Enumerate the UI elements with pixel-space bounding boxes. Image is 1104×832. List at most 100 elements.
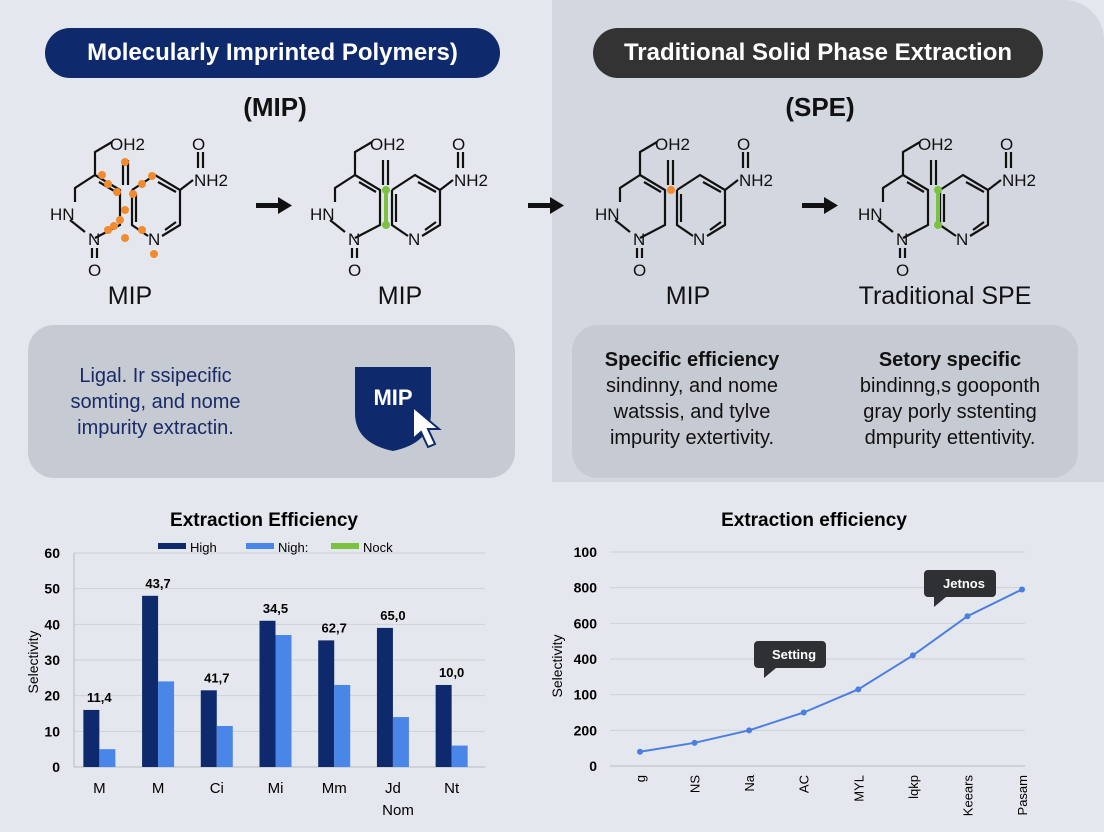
spe-header: Traditional Solid Phase Extraction [593,28,1043,78]
arrow-right-icon [802,197,838,214]
legend-swatch [158,543,186,549]
data-point [1019,586,1025,593]
data-label: 65,0 [380,608,405,623]
oxygen-label: O [737,135,750,154]
bar-high [376,627,393,767]
oh-label: OH2 [370,135,405,154]
oxygen-label: O [88,261,101,280]
bar-high [259,620,276,767]
y-tick-label: 100 [574,544,598,560]
x-tick-label: Keears [960,775,975,817]
molecule-label: MIP [107,282,153,310]
y-tick-label: 0 [52,759,60,775]
line-chart: Extraction efficiency Selectivity 0 200 10… [549,510,1030,816]
y-tick-label: 800 [574,580,598,596]
annotation-bubble [754,641,826,678]
x-tick-label: g [633,775,648,782]
nitrogen-label: N [896,230,908,249]
x-tick-label: Mm [322,780,347,797]
x-tick-label: Na [742,774,757,791]
data-label: 62,7 [322,620,347,635]
nitrogen-label: N [348,230,360,249]
oh-label: OH2 [918,135,953,154]
mip-card-text: Ligal. Ir ssipecific somting, and nome i… [48,363,263,441]
annotation-label: Setting [772,647,816,662]
nitrogen-label: N [88,230,100,249]
bar-high [83,709,100,767]
oh-label: OH2 [655,135,690,154]
nitrogen-label: N [633,230,645,249]
bar-nigh [99,749,116,767]
oh-label: OH2 [110,135,145,154]
oxygen-label: O [192,135,205,154]
y-tick-label: 20 [44,688,60,704]
y-tick-label: 60 [44,545,60,561]
legend-label: High [190,540,217,555]
mip-info-card: Ligal. Ir ssipecific somting, and nome i… [28,325,515,478]
y-tick-label: 40 [44,616,60,632]
nitrogen-label: N [956,230,968,249]
hn-label: HN [858,205,883,224]
card-line: dmpurity ettentivity. [864,427,1036,449]
arrow-icons [256,197,838,214]
x-tick-label: AC [797,775,812,793]
x-tick-label: MYL [851,775,866,802]
x-tick-label: Jd [385,780,401,797]
series-line [639,588,1023,753]
oxygen-label: O [1000,135,1013,154]
nh2-label: NH2 [1002,171,1036,190]
mip-badge-label: MIP [373,385,412,410]
spe-card-col1: Specific efficiency sindinny, and nome w… [582,347,802,451]
mip-abbr: (MIP) [243,92,307,122]
x-tick-label: M [93,780,106,797]
y-tick-label: 0 [589,758,597,774]
data-label: 43,7 [145,576,170,591]
card-line: bindinng,s gooponth [859,375,1041,397]
arrow-right-icon [528,197,564,214]
legend-label: Nigh: [278,540,308,555]
mip-badge-icon[interactable]: MIP [353,363,463,453]
data-point [746,727,753,734]
annotation-label: Jetnos [943,576,985,591]
x-tick-label: Ci [210,780,224,797]
nh2-label: NH2 [194,171,228,190]
oxygen-label: O [348,261,361,280]
x-tick-label: Pasam [1015,775,1030,815]
nitrogen-label: N [408,230,420,249]
molecule-label: MIP [377,282,423,310]
oxygen-label: O [896,261,909,280]
legend-label: Nock [363,540,393,555]
bar-nigh [158,681,175,767]
x-tick-label: NS [688,775,703,793]
hn-label: HN [310,205,335,224]
card-line: gray porly sstenting [863,401,1037,423]
y-tick-label: 30 [44,652,60,668]
hn-label: HN [50,205,75,224]
hn-label: HN [595,205,620,224]
y-tick-label: 10 [44,723,60,739]
imprint-sites [98,158,158,258]
y-tick-label: 600 [574,615,598,631]
bar-high [142,595,159,767]
molecule-label: MIP [665,282,711,310]
bar-y-label: Selectivity [25,630,41,693]
card-line: sindinny, and nome [606,375,778,397]
line-y-label: Selectivity [549,634,565,697]
legend-swatch [331,543,359,549]
arrow-right-icon [256,197,292,214]
data-label: 11,4 [87,690,112,705]
card-line: somting, and nome [70,391,241,413]
x-tick-label: Mi [268,780,284,797]
card-line: watssis, and tylve [613,401,771,423]
bar-nigh [334,684,351,767]
bar-high [435,684,452,767]
bar-high [200,690,217,767]
card-title: Specific efficiency [604,349,780,371]
bar-chart: Extraction Efficiency Selectivity Nom 0 1… [25,510,485,819]
oxygen-label: O [633,261,646,280]
data-point [855,686,862,693]
